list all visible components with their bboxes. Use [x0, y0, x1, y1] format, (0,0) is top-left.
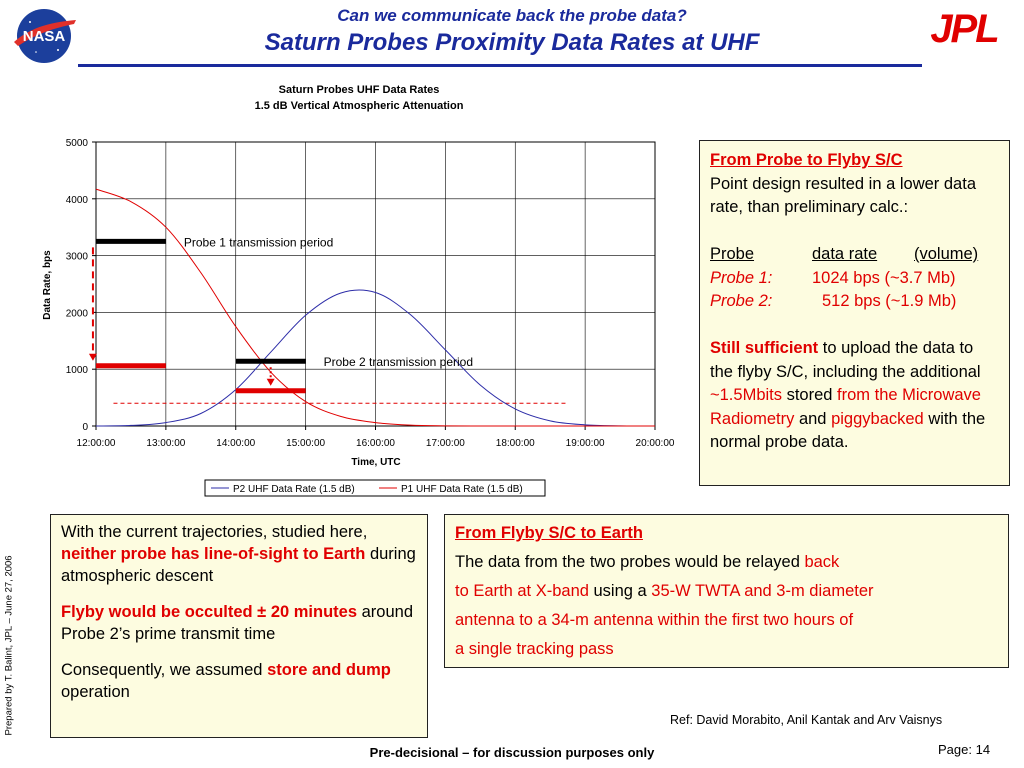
y-axis-label: Data Rate, bps — [42, 250, 53, 320]
x-tick-label: 17:00:00 — [426, 438, 465, 449]
chart-legend — [204, 479, 546, 497]
nasa-logo-text: NASA — [23, 28, 66, 45]
y-tick-label: 0 — [82, 422, 88, 433]
legend-label: P2 UHF Data Rate (1.5 dB) — [233, 484, 355, 495]
page-number: Page: 14 — [938, 742, 991, 757]
probe2-arrow-head — [266, 378, 275, 386]
x-tick-label: 16:00:00 — [356, 438, 395, 449]
flyby-to-earth-heading: From Flyby S/C to Earth — [455, 524, 643, 542]
relay-line-2: to Earth at X-band using a 35-W TWTA and… — [455, 582, 874, 600]
nasa-logo: NASA — [14, 9, 76, 63]
x-tick-label: 19:00:00 — [566, 438, 605, 449]
line-of-sight-text: With the current trajectories, studied h… — [61, 523, 416, 585]
probe1-arrow-head — [88, 353, 97, 361]
rate-row-probe2: Probe 2: 512 bps (~1.9 Mb) — [710, 290, 999, 314]
trajectory-notes-box: With the current trajectories, studied h… — [50, 514, 428, 738]
occultation-text: Flyby would be occulted ± 20 minutes aro… — [61, 603, 413, 643]
x-tick-label: 15:00:00 — [286, 438, 325, 449]
probe1-rate: 1024 bps (~3.7 Mb) — [812, 268, 956, 287]
x-tick-label: 13:00:00 — [146, 438, 185, 449]
p2-rate-line — [95, 289, 656, 427]
rate-table-header: Probe data rate (volume) — [710, 243, 999, 267]
store-dump-text: Consequently, we assumed store and dump … — [61, 661, 391, 701]
chart-title: Saturn Probes UHF Data Rates — [279, 84, 440, 96]
still-sufficient-text: Still sufficient to upload the data to t… — [710, 339, 986, 451]
title-divider — [78, 64, 922, 67]
prepared-by-label: Prepared by T. Balint, JPL – June 27, 20… — [3, 555, 15, 736]
reference-text: Ref: David Morabito, Anil Kantak and Arv… — [670, 713, 943, 727]
y-tick-label: 3000 — [66, 252, 89, 263]
chart-subtitle: 1.5 dB Vertical Atmospheric Attenuation — [255, 100, 464, 112]
x-tick-label: 12:00:00 — [77, 438, 116, 449]
page-subtitle: Can we communicate back the probe data? — [337, 6, 687, 25]
col-probe: Probe — [710, 245, 755, 263]
page-title: Saturn Probes Proximity Data Rates at UH… — [264, 29, 760, 56]
jpl-logo-text: JPL — [930, 8, 998, 48]
y-tick-label: 2000 — [66, 308, 89, 319]
probe-to-flyby-box: From Probe to Flyby S/C Point design res… — [699, 140, 1010, 486]
rate-row-probe1: Probe 1: 1024 bps (~3.7 Mb) — [710, 267, 999, 291]
col-rate: data rate — [812, 245, 878, 263]
relay-line-4: a single tracking pass — [455, 640, 614, 658]
y-tick-label: 1000 — [66, 365, 89, 376]
probe2-label: Probe 2: — [710, 292, 773, 310]
x-tick-label: 14:00:00 — [216, 438, 255, 449]
data-rate-chart: Saturn Probes UHF Data Rates 1.5 dB Vert… — [42, 84, 675, 497]
p1-rate-line — [95, 188, 655, 427]
x-axis-label: Time, UTC — [351, 457, 400, 468]
relay-line-3: antenna to a 34-m antenna within the fir… — [455, 611, 854, 629]
flyby-to-earth-box: From Flyby S/C to Earth The data from th… — [444, 514, 1009, 668]
disclaimer-text: Pre-decisional – for discussion purposes… — [369, 745, 655, 760]
relay-line-1: The data from the two probes would be re… — [455, 553, 840, 571]
legend-label: P1 UHF Data Rate (1.5 dB) — [401, 484, 523, 495]
x-tick-label: 18:00:00 — [496, 438, 535, 449]
y-tick-label: 4000 — [66, 195, 89, 206]
probe1-period-label: Probe 1 transmission period — [184, 235, 333, 249]
x-tick-label: 20:00:00 — [636, 438, 675, 449]
point-design-text: Point design resulted in a lower data ra… — [710, 174, 976, 217]
jpl-logo: JPL — [930, 8, 1000, 48]
y-tick-label: 5000 — [66, 138, 89, 149]
probe-to-flyby-heading: From Probe to Flyby S/C — [710, 151, 903, 169]
probe2-rate: 512 bps (~1.9 Mb) — [822, 292, 957, 310]
probe2-period-label: Probe 2 transmission period — [324, 355, 473, 369]
probe1-label: Probe 1: — [710, 268, 773, 287]
col-volume: (volume) — [914, 245, 979, 263]
